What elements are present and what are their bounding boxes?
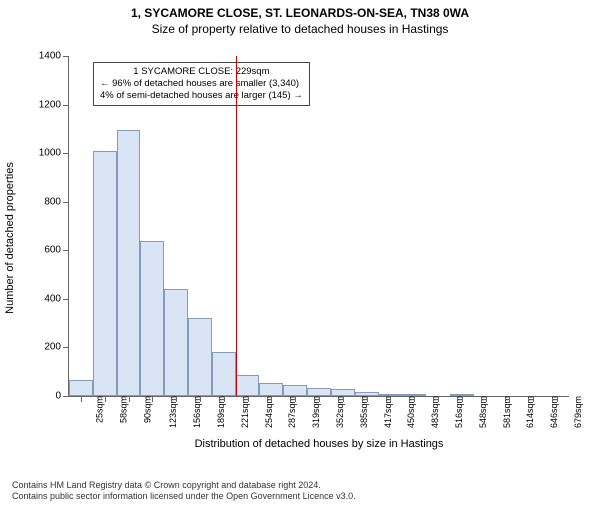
y-tick — [63, 396, 69, 397]
x-tick — [129, 396, 130, 402]
y-tick-label: 200 — [44, 342, 61, 353]
bar — [283, 385, 307, 396]
annotation-line2: ← 96% of detached houses are smaller (3,… — [100, 78, 303, 90]
footer-line1: Contains HM Land Registry data © Crown c… — [12, 480, 356, 491]
chart-container: Number of detached properties 1 SYCAMORE… — [50, 48, 580, 428]
y-tick — [63, 56, 69, 57]
bar — [69, 380, 93, 396]
bar — [212, 352, 236, 396]
y-tick — [63, 202, 69, 203]
x-tick — [533, 396, 534, 402]
x-tick — [462, 396, 463, 402]
bar — [188, 318, 212, 396]
footer: Contains HM Land Registry data © Crown c… — [12, 480, 356, 503]
x-tick — [152, 396, 153, 402]
x-tick — [509, 396, 510, 402]
bar — [117, 130, 141, 396]
x-tick-label: 679sqm — [573, 396, 583, 428]
y-tick-label: 1000 — [39, 148, 61, 159]
y-tick — [63, 250, 69, 251]
x-tick-label: 25sqm — [94, 396, 104, 423]
x-tick — [486, 396, 487, 402]
y-tick-label: 1200 — [39, 99, 61, 110]
bar — [140, 241, 164, 396]
x-tick — [367, 396, 368, 402]
x-tick-label: 90sqm — [142, 396, 152, 423]
y-tick — [63, 153, 69, 154]
y-tick — [63, 347, 69, 348]
y-tick-label: 1400 — [39, 51, 61, 62]
y-tick-label: 800 — [44, 196, 61, 207]
annotation-line1: 1 SYCAMORE CLOSE: 229sqm — [100, 66, 303, 78]
y-tick-label: 0 — [55, 391, 61, 402]
x-tick — [414, 396, 415, 402]
x-tick — [343, 396, 344, 402]
annotation-box: 1 SYCAMORE CLOSE: 229sqm ← 96% of detach… — [93, 62, 310, 106]
plot-area: 1 SYCAMORE CLOSE: 229sqm ← 96% of detach… — [68, 56, 569, 397]
x-tick — [295, 396, 296, 402]
y-tick-label: 600 — [44, 245, 61, 256]
x-tick — [81, 396, 82, 402]
x-tick — [271, 396, 272, 402]
x-tick — [319, 396, 320, 402]
bar — [307, 388, 331, 397]
x-tick — [176, 396, 177, 402]
x-tick-label: 58sqm — [118, 396, 128, 423]
bar — [259, 383, 283, 396]
y-tick-label: 400 — [44, 293, 61, 304]
x-axis-label: Distribution of detached houses by size … — [195, 438, 444, 450]
bar — [164, 289, 188, 396]
x-tick — [248, 396, 249, 402]
bar — [93, 151, 117, 396]
x-tick — [224, 396, 225, 402]
y-axis-label: Number of detached properties — [4, 162, 16, 314]
x-tick — [105, 396, 106, 402]
x-tick — [390, 396, 391, 402]
x-tick — [438, 396, 439, 402]
bar — [331, 389, 355, 396]
y-tick — [63, 105, 69, 106]
annotation-line3: 4% of semi-detached houses are larger (1… — [100, 90, 303, 102]
reference-line — [236, 56, 237, 396]
x-tick — [200, 396, 201, 402]
bar — [236, 375, 260, 396]
title-address: 1, SYCAMORE CLOSE, ST. LEONARDS-ON-SEA, … — [0, 6, 600, 20]
y-tick — [63, 299, 69, 300]
x-tick — [557, 396, 558, 402]
footer-line2: Contains public sector information licen… — [12, 491, 356, 502]
title-subtitle: Size of property relative to detached ho… — [0, 22, 600, 36]
